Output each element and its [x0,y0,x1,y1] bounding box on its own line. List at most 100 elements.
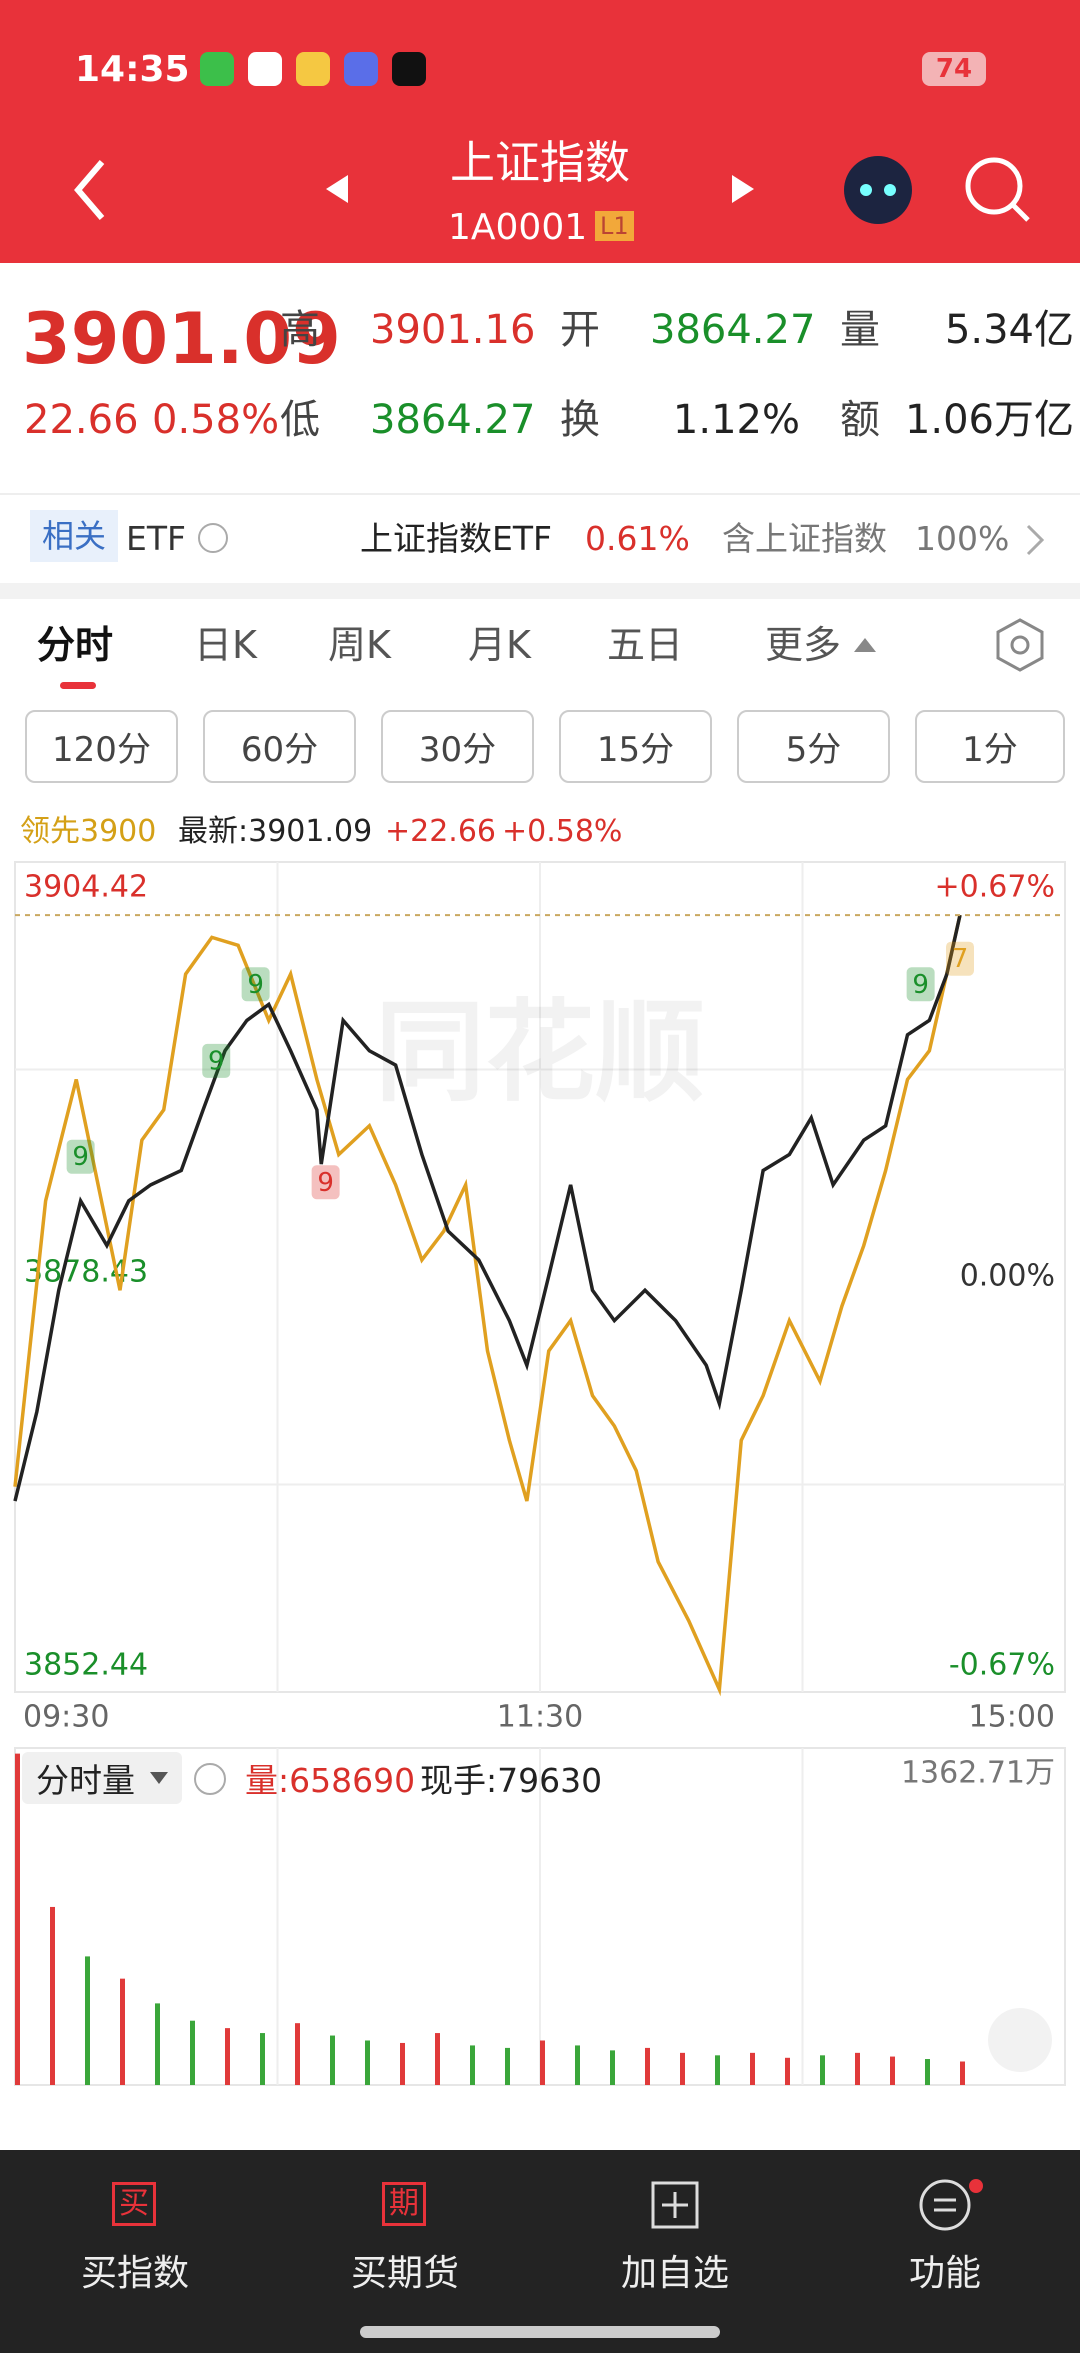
volume-bar [715,2055,720,2085]
tab[interactable]: 更多 [765,623,842,667]
period-button[interactable]: 15分 [559,710,712,783]
y2-tick-label: -0.67% [949,1648,1055,1683]
etf-weight: 100% [915,519,1010,558]
tab[interactable]: 分时 [37,623,114,667]
volume-bar [50,1906,55,2085]
volume-bar [295,2023,300,2085]
volume-bar [925,2059,930,2085]
help-icon[interactable] [198,523,228,553]
annotation-box [66,1139,95,1174]
volume-bar [890,2056,895,2085]
annotation: 9 [72,1142,89,1172]
period-button[interactable]: 120分 [25,710,178,783]
annotation: 9 [912,970,929,1000]
next-icon[interactable] [732,175,754,203]
app-icon [392,52,426,86]
annotation-box [906,967,935,1002]
battery: 74 [922,52,986,86]
tab[interactable]: 月K [468,623,531,667]
etf-name[interactable]: 上证指数ETF [360,519,552,558]
volume-bar [260,2033,265,2085]
volume-bar [435,2033,440,2085]
y-tick-label: 3878.43 [24,1255,148,1290]
expand-icon[interactable] [988,2008,1052,2072]
etf-tag: 相关 [30,510,119,562]
stat-value: 5.34亿 [944,307,1074,353]
volume-title[interactable]: 分时量 [36,1761,135,1800]
volume-bar [505,2047,510,2085]
period-button[interactable]: 30分 [381,710,534,783]
nav-icon [651,2181,699,2229]
period-button[interactable]: 60分 [203,710,356,783]
change-pct: 0.58% [152,397,280,443]
annotation: 7 [952,944,969,974]
legend-lead: 领先3900 [20,814,157,849]
annotation: 9 [247,970,264,1000]
annotation-box [946,941,974,976]
tab[interactable]: 五日 [607,623,684,667]
stat-label: 量 [840,307,880,353]
period-button[interactable]: 1分 [915,710,1065,783]
help-icon[interactable] [194,1763,226,1795]
prev-icon[interactable] [326,175,348,203]
nav-icon [919,2179,983,2231]
volume-bar [610,2050,615,2085]
home-indicator [360,2326,720,2338]
stat-value: 3864.27 [370,397,536,443]
nav-item[interactable]: 加自选 [540,2150,810,2353]
stat-label: 额 [840,397,880,443]
annotation-box [311,1165,340,1200]
nav-item[interactable]: 期 买期货 [270,2150,540,2353]
back-icon[interactable] [74,160,105,220]
level-badge: L1 [595,211,634,241]
nav-label: 买指数 [80,2253,189,2294]
tab[interactable]: 日K [194,623,257,667]
volume-bar [820,2055,825,2085]
legend-latest: 最新:3901.09 [178,814,373,849]
x-tick-label: 11:30 [497,1700,583,1735]
chevron[interactable] [1020,520,1050,560]
app-icon [296,52,330,86]
annotation: 9 [208,1046,225,1076]
volume-bar [785,2057,790,2085]
search-icon[interactable] [965,157,1023,215]
nav-label: 买期货 [350,2253,459,2294]
annotation-box [241,967,270,1002]
volume-bar [120,1978,125,2085]
volume-bar [960,2061,965,2085]
tab-underline [60,682,96,689]
volume-bar [225,2028,230,2085]
app-icon [248,52,282,86]
stat-label: 开 [560,307,600,353]
x-tick-label: 09:30 [23,1700,109,1735]
header-bg [0,0,1080,263]
status-time: 14:35 [75,49,190,90]
legend-pct: +0.58% [502,814,623,849]
hand-label: 现手:79630 [420,1761,603,1800]
etf-label[interactable]: ETF [126,519,186,558]
nav-item[interactable]: 功能 [810,2150,1080,2353]
volume-bar [855,2052,860,2085]
nav-item[interactable]: 买 买指数 [0,2150,270,2353]
volume-label: 量:658690 [245,1761,416,1800]
code: 1A0001 [448,207,588,248]
annotation-box [202,1043,231,1078]
settings-icon[interactable] [990,615,1050,675]
stat-label: 高 [280,307,320,353]
change: 22.66 [24,397,139,443]
app-icon [200,52,234,86]
volume-bar [190,2020,195,2085]
etf-note: 含上证指数 [722,519,887,558]
stat-value: 3864.27 [650,307,816,353]
y2-tick-label: 0.00% [960,1259,1055,1294]
y2-tick-label: +0.67% [935,870,1055,905]
robot-icon[interactable] [844,156,912,224]
volume-bar [365,2040,370,2085]
volume-bar [680,2052,685,2085]
tab[interactable]: 周K [328,623,391,667]
legend-change: +22.66 [385,814,497,849]
bottom-nav [0,2150,1080,2353]
stat-value: 3901.16 [370,307,536,353]
period-button[interactable]: 5分 [737,710,890,783]
volume-bar [540,2040,545,2085]
